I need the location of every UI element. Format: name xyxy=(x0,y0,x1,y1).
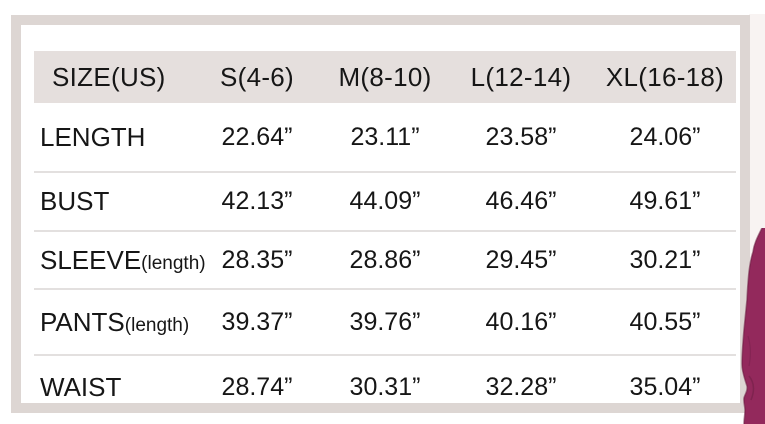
size-value-cell: 24.06” xyxy=(629,122,701,151)
size-value-cell: 46.46” xyxy=(448,171,594,231)
table-row-pants: PANTS(length) 39.37” 39.76” 40.16” 40.55… xyxy=(34,288,736,355)
column-header-size-us: SIZE(US) xyxy=(34,51,192,103)
size-value-cell: 42.13” xyxy=(192,171,322,231)
size-chart-header-row: SIZE(US) S(4-6) M(8-10) L(12-14) XL(16-1… xyxy=(34,51,736,103)
size-chart-card: SIZE(US) S(4-6) M(8-10) L(12-14) XL(16-1… xyxy=(11,15,750,418)
size-value-cell: 39.76” xyxy=(322,288,448,355)
size-value-cell: 40.16” xyxy=(448,288,594,355)
size-value-cell: 40.55” xyxy=(594,288,736,355)
row-label-text: LENGTH xyxy=(40,121,146,152)
size-chart-table: SIZE(US) S(4-6) M(8-10) L(12-14) XL(16-1… xyxy=(34,51,736,418)
size-value-cell: 22.64” xyxy=(221,122,293,151)
column-header-large: L(12-14) xyxy=(448,51,594,103)
table-row-sleeve: SLEEVE(length) 28.35” 28.86” 29.45” 30.2… xyxy=(34,230,736,289)
size-value-cell: 30.21” xyxy=(594,230,736,289)
size-value-cell: 30.31” xyxy=(322,354,448,418)
column-header-small: S(4-6) xyxy=(192,51,322,103)
column-header-xlarge: XL(16-18) xyxy=(594,51,736,103)
row-label-text: WAIST xyxy=(40,371,122,402)
size-value-cell: 28.74” xyxy=(192,354,322,418)
size-value-cell: 35.04” xyxy=(594,354,736,418)
row-label-length: LENGTH xyxy=(34,103,192,172)
size-value-cell: 23.11” xyxy=(350,122,420,151)
row-label-bust: BUST xyxy=(34,171,192,231)
row-label-suffix: (length) xyxy=(124,314,190,336)
size-value-cell: 44.09” xyxy=(322,171,448,231)
row-label-pants: PANTS(length) xyxy=(34,288,192,355)
row-label-text: PANTS xyxy=(40,306,125,337)
table-row-bust: BUST 42.13” 44.09” 46.46” 49.61” xyxy=(34,171,736,231)
size-value-cell: 39.37” xyxy=(192,288,322,355)
column-header-medium: M(8-10) xyxy=(322,51,448,103)
row-label-sleeve: SLEEVE(length) xyxy=(34,230,206,289)
size-value-cell: 23.58” xyxy=(485,122,557,151)
size-value-cell: 28.35” xyxy=(192,230,322,289)
size-value-cell: 32.28” xyxy=(448,354,594,418)
size-value-cell: 29.45” xyxy=(448,230,594,289)
table-row-length: LENGTH 22.64” 23.11” 23.58” 24.06” xyxy=(34,103,736,172)
row-label-text: BUST xyxy=(40,186,110,216)
size-value-cell: 49.61” xyxy=(594,171,736,231)
garment-sleeve-image xyxy=(741,228,765,424)
row-label-waist: WAIST xyxy=(34,354,192,418)
row-label-suffix: (length) xyxy=(141,252,206,274)
table-row-waist: WAIST 28.74” 30.31” 32.28” 35.04” xyxy=(34,354,736,418)
size-value-cell: 28.86” xyxy=(322,230,448,289)
row-label-text: SLEEVE xyxy=(40,244,142,275)
